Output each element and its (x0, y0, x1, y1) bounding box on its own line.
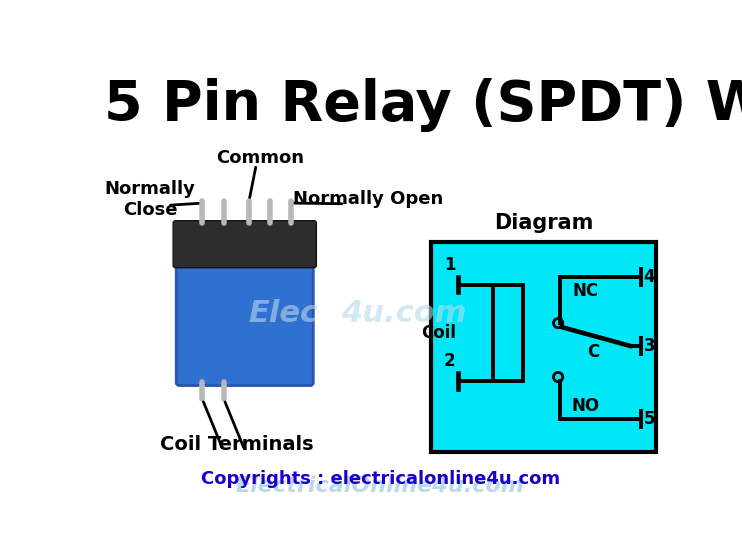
Text: Normally
Close: Normally Close (105, 180, 195, 219)
Text: 5 Pin Relay (SPDT) Wiring: 5 Pin Relay (SPDT) Wiring (104, 78, 742, 132)
Text: C: C (587, 344, 599, 361)
Text: 1: 1 (444, 256, 456, 274)
Text: Common: Common (216, 148, 304, 167)
Text: Normally Open: Normally Open (293, 190, 443, 208)
Text: 4u.com: 4u.com (341, 299, 467, 327)
Text: 4: 4 (643, 268, 655, 286)
FancyBboxPatch shape (173, 221, 316, 267)
Text: NO: NO (571, 396, 599, 415)
Text: NC: NC (572, 282, 598, 300)
Text: 2: 2 (444, 352, 456, 370)
Text: 3: 3 (643, 337, 655, 355)
Bar (431, 242, 656, 451)
Text: 5: 5 (643, 410, 655, 428)
Text: ElectricalOnline4u.com: ElectricalOnline4u.com (236, 475, 525, 495)
Text: Diagram: Diagram (494, 213, 593, 233)
Text: Coil: Coil (421, 324, 456, 342)
FancyBboxPatch shape (177, 256, 313, 385)
Text: Elec: Elec (249, 299, 319, 327)
Text: Copyrights : electricalonline4u.com: Copyrights : electricalonline4u.com (201, 470, 559, 488)
Text: Coil Terminals: Coil Terminals (160, 435, 314, 454)
